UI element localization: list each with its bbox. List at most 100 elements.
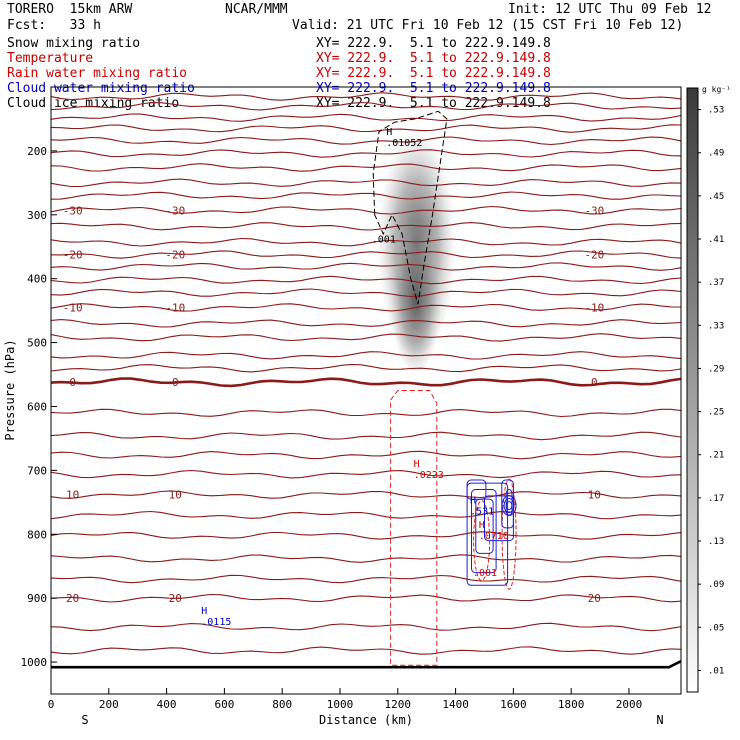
cloud-water-contour <box>503 498 515 514</box>
isotherm-line <box>50 622 682 632</box>
north-label: N <box>656 713 663 727</box>
isotherm-line <box>50 237 682 247</box>
isotherm-label: 10 <box>66 489 79 502</box>
isotherm-line <box>50 222 682 231</box>
legend-xy-snow: XY= 222.9. 5.1 to 222.9.149.8 <box>316 36 551 51</box>
isotherm-line <box>50 593 682 603</box>
isotherm-label: 10 <box>169 489 182 502</box>
maximum-value: .0223 <box>414 470 444 481</box>
center-title: NCAR/MMM <box>225 2 288 17</box>
isotherm-line <box>50 262 682 271</box>
isotherm-label: -20 <box>63 248 83 261</box>
colorbar-level-label: .45 <box>708 192 724 202</box>
isotherm-line <box>50 646 682 655</box>
isotherm-label: 0 <box>591 376 598 389</box>
surface-line <box>51 660 682 669</box>
isotherm-line <box>50 205 682 215</box>
colorbar-unit: g kg⁻¹ <box>702 85 731 94</box>
maximum-marker: H <box>201 606 207 617</box>
isotherm-label: -10 <box>165 301 185 314</box>
maximum-marker: H <box>470 496 476 507</box>
cloud-ice-contour <box>372 110 448 305</box>
isotherm-line <box>50 288 682 298</box>
x-tick-label: 400 <box>157 698 177 711</box>
cloud-water-contour <box>501 495 517 517</box>
cloud-water-contour <box>471 489 497 574</box>
model-title: TORERO 15km ARW <box>7 2 133 17</box>
isotherm-line <box>50 510 682 520</box>
x-tick-label: 2000 <box>616 698 643 711</box>
x-tick-label: 1400 <box>442 698 469 711</box>
isotherm-line <box>50 136 682 146</box>
cloud-water-contour <box>505 501 513 511</box>
colorbar-level-label: .17 <box>708 494 724 504</box>
isotherm-line <box>50 101 682 111</box>
isotherm-label: -30 <box>584 204 604 217</box>
legend-label-temperature: Temperature <box>7 51 94 66</box>
isotherm-line <box>50 333 682 342</box>
isotherm-line <box>50 408 682 418</box>
isotherm-line <box>50 363 682 373</box>
cloud-water-contour <box>466 479 487 500</box>
colorbar-level-label: .01 <box>708 666 724 676</box>
isotherm-line <box>50 92 682 101</box>
y-axis-label: Pressure (hPa) <box>3 339 17 440</box>
x-axis-label: Distance (km) <box>319 713 413 727</box>
isotherm-label: 20 <box>169 592 182 605</box>
colorbar-level-label: .21 <box>708 451 724 461</box>
colorbar-level-label: .29 <box>708 364 724 374</box>
colorbar-level-label: .09 <box>708 580 724 590</box>
isotherm-label: -30 <box>165 204 185 217</box>
isotherm-label: -10 <box>63 301 83 314</box>
colorbar-level-label: .05 <box>708 623 724 633</box>
isotherm-label: -10 <box>584 301 604 314</box>
isotherm-line <box>50 124 682 133</box>
cloud-water-contour <box>466 482 509 586</box>
isotherm-line <box>50 450 682 460</box>
rain-cell-contour <box>501 478 517 590</box>
valid-time: Valid: 21 UTC Fri 10 Feb 12 (15 CST Fri … <box>292 18 684 33</box>
maximum-marker: H <box>479 520 485 531</box>
plot-frame <box>50 86 682 695</box>
maximum-marker: H <box>414 459 420 470</box>
isotherm-line <box>50 351 682 360</box>
colorbar-level-label: .37 <box>708 278 724 288</box>
isotherm-label: -20 <box>584 248 604 261</box>
colorbar <box>686 87 699 693</box>
x-tick-label: 1600 <box>500 698 527 711</box>
y-tick-label: 800 <box>27 528 47 541</box>
isotherm-label: 0 <box>69 376 76 389</box>
colorbar-level-label: .49 <box>708 149 724 159</box>
isotherm-label: 20 <box>588 592 601 605</box>
isotherm-line <box>50 469 682 479</box>
x-tick-label: 0 <box>48 698 55 711</box>
isotherm-line <box>50 431 682 441</box>
x-tick-label: 1800 <box>558 698 585 711</box>
isotherm-line <box>50 178 682 188</box>
y-tick-label: 500 <box>27 337 47 350</box>
y-tick-label: 1000 <box>21 656 48 669</box>
maximum-value: .0115 <box>201 617 231 628</box>
legend-xy-cloud-water: XY= 222.9. 5.1 to 222.9.149.8 <box>316 81 551 96</box>
legend-label-snow: Snow mixing ratio <box>7 36 141 51</box>
isotherm-line <box>50 149 682 158</box>
isotherm-line <box>50 163 682 172</box>
isotherm-label: 0 <box>172 376 179 389</box>
isotherm-line <box>50 531 682 540</box>
legend-label-rain: Rain water mixing ratio <box>7 66 188 81</box>
isotherm-line <box>50 113 682 122</box>
x-tick-label: 1200 <box>385 698 412 711</box>
y-tick-label: 900 <box>27 592 47 605</box>
y-tick-label: 200 <box>27 145 47 158</box>
isotherm-line <box>50 554 682 563</box>
cloud-ice-contour-label: .001 <box>372 234 396 245</box>
y-tick-label: 300 <box>27 209 47 222</box>
colorbar-level-label: .53 <box>708 106 724 116</box>
y-tick-label: 400 <box>27 273 47 286</box>
snow-shading-core <box>389 211 442 372</box>
isotherm-label: -30 <box>63 204 83 217</box>
rain-contour-label: .001 <box>473 568 497 579</box>
isotherm-label: -20 <box>165 248 185 261</box>
maximum-value: .0710 <box>479 531 509 542</box>
